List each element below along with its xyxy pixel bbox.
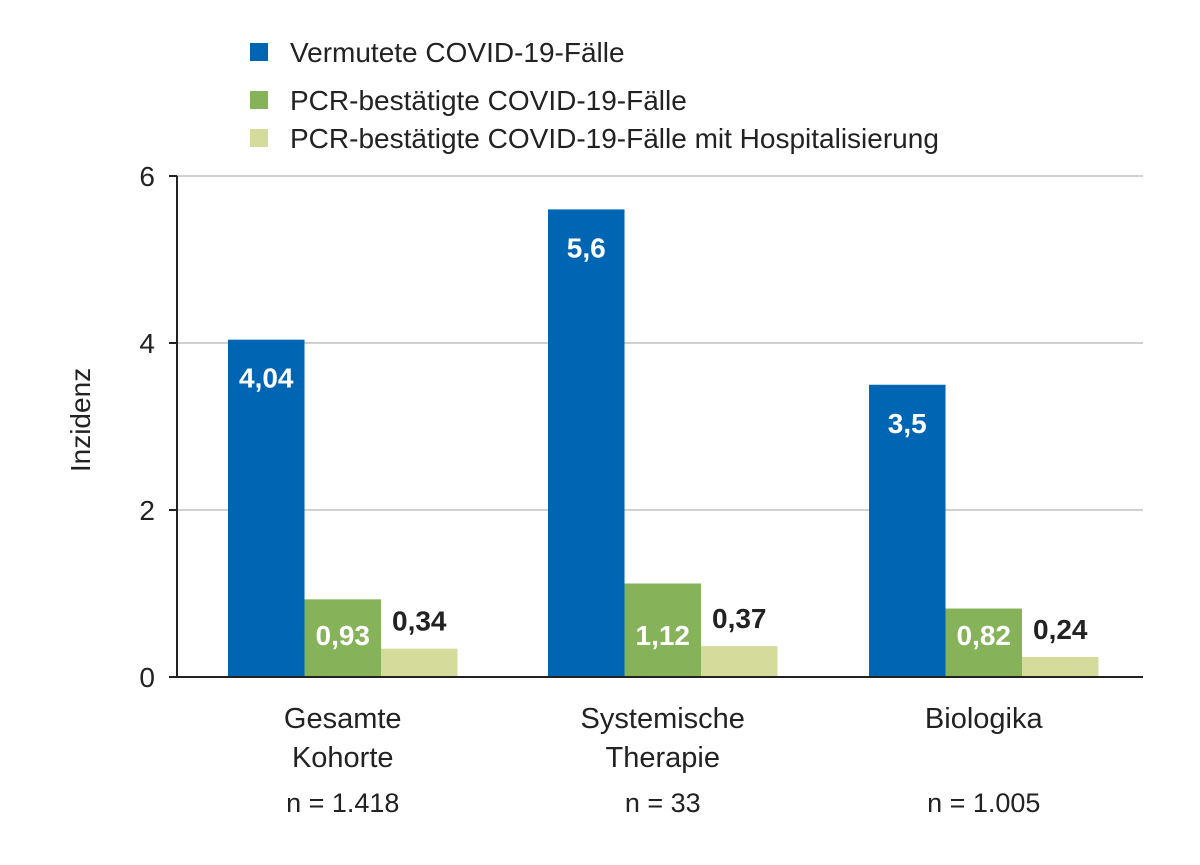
bar-1 — [548, 209, 625, 677]
bar-1 — [869, 384, 946, 677]
category-label: Therapie — [606, 742, 720, 774]
y-tick-label: 0 — [139, 662, 155, 693]
category-label: Systemische — [581, 703, 745, 735]
bar-3 — [1022, 656, 1099, 677]
y-tick-label: 2 — [139, 495, 155, 526]
data-label: 3,5 — [888, 408, 927, 439]
sample-size-label: n = 1.418 — [286, 788, 399, 818]
bars: 4,04 0,93 0,34 5,6 1,12 0,37 3,5 0,82 0,24 — [228, 209, 1099, 677]
legend-label: PCR-bestätigte COVID-19-Fälle mit Hospit… — [290, 123, 939, 154]
bar-1 — [228, 339, 305, 677]
legend-label: PCR-bestätigte COVID-19-Fälle — [290, 85, 687, 116]
y-axis-title: Inzidenz — [65, 368, 96, 472]
axes: 0 2 4 6 — [139, 161, 1143, 693]
bar-3 — [701, 646, 778, 677]
legend-swatch — [250, 91, 268, 109]
legend-swatch — [250, 129, 268, 147]
y-tick-label: 6 — [139, 161, 155, 192]
sample-size-label: n = 1.005 — [927, 788, 1040, 818]
sample-size-label: n = 33 — [625, 788, 701, 818]
data-label: 0,37 — [712, 603, 767, 634]
legend-swatch — [250, 43, 268, 61]
category-label: Gesamte — [284, 703, 402, 735]
data-label: 0,34 — [392, 606, 447, 637]
legend-label: Vermutete COVID-19-Fälle — [290, 37, 625, 68]
bar-3 — [381, 648, 458, 677]
data-label: 0,82 — [957, 620, 1012, 651]
bar-2 — [304, 599, 381, 677]
x-axis-labels: Gesamte Kohorte n = 1.418 Systemische Therap… — [284, 703, 1044, 818]
bar-2 — [945, 608, 1022, 677]
gridlines — [177, 175, 1143, 511]
data-label: 0,93 — [316, 620, 371, 651]
legend: Vermutete COVID-19-Fälle PCR-bestätigte C… — [250, 37, 939, 154]
data-label: 1,12 — [636, 620, 691, 651]
category-label: Biologika — [925, 703, 1044, 735]
data-label: 4,04 — [239, 363, 294, 394]
y-tick-label: 4 — [139, 328, 155, 359]
bar-2 — [624, 583, 701, 677]
data-label: 5,6 — [567, 232, 606, 263]
data-label: 0,24 — [1033, 614, 1088, 645]
category-label: Kohorte — [292, 742, 394, 774]
